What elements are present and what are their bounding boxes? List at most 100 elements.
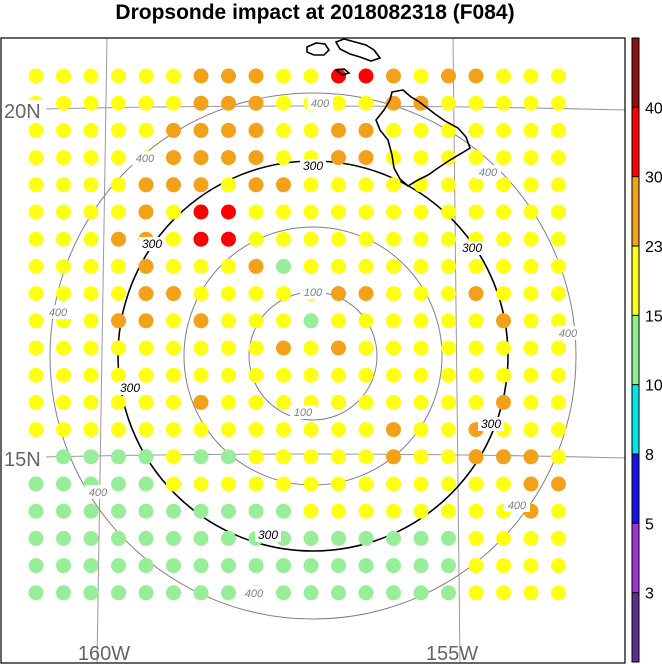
impact-dot [56,558,71,574]
impact-dot [551,476,566,492]
impact-dot [28,394,44,410]
impact-dot [386,530,401,546]
impact-dot [358,394,374,410]
impact-dot [248,313,264,329]
impact-dot [413,367,429,383]
impact-dot [496,530,511,546]
impact-dot [166,503,181,519]
impact-dot [441,313,456,329]
impact-dot [331,530,346,546]
impact-dot [358,503,374,519]
impact-dot [138,122,154,138]
colorbar-label-5: 5 [645,516,654,533]
impact-dot [111,340,126,356]
impact-dot [551,422,566,438]
colorbar-label-3: 3 [645,586,654,603]
impact-dot [248,177,264,193]
impact-dot [468,449,484,465]
impact-dot [276,150,291,166]
impact-dot [221,449,236,465]
colorbar-frame [631,37,640,663]
impact-dot [331,313,346,329]
impact-dot [468,367,484,383]
impact-dot [111,231,126,247]
impact-dot [358,68,374,84]
impact-dot [193,177,209,193]
impact-dot [166,258,181,274]
ring-label-bg [45,305,71,319]
impact-dot [28,476,44,492]
impact-dot [28,68,44,84]
impact-dot [83,585,99,601]
impact-dot [276,204,291,220]
impact-dot [56,585,71,601]
impact-dot [138,204,154,220]
colorbar-segment [632,523,639,593]
impact-dot [331,422,346,438]
impact-dot [441,422,456,438]
impact-dot [496,286,511,302]
impact-dot [441,449,456,465]
impact-dot [56,394,71,410]
impact-dot [276,367,291,383]
lat-label-20n: 20N [4,101,41,123]
impact-dot [166,95,181,111]
impact-dot [111,476,126,492]
impact-dot [28,558,44,574]
impact-dot [441,585,456,601]
impact-dot [441,122,456,138]
impact-dot [468,394,484,410]
impact-dot [111,150,126,166]
impact-dot [138,394,154,410]
impact-dot [111,422,126,438]
impact-dot [441,204,456,220]
impact-dot [496,258,511,274]
impact-dot [221,530,236,546]
impact-dot [166,286,181,302]
impact-dot [56,95,71,111]
impact-dot [386,449,401,465]
ring-label-bg [307,96,333,110]
impact-dot [276,394,291,410]
impact-dot [138,68,154,84]
impact-dot [468,258,484,274]
impact-dot [468,286,484,302]
impact-dot [386,286,401,302]
impact-dot [468,177,484,193]
impact-dot [358,150,374,166]
colorbar-label-30: 30 [645,170,662,187]
impact-dot [358,530,374,546]
impact-dot [358,177,374,193]
ring-label-400: 400 [136,153,155,165]
impact-dot [551,150,566,166]
impact-dot [138,422,154,438]
ring-label-300: 300 [142,237,162,251]
lon-label-160w: 160W [78,643,130,664]
impact-dot [523,394,539,410]
impact-dot [496,231,511,247]
impact-dot [83,530,99,546]
ring-label-bg [117,381,143,395]
impact-dot [111,204,126,220]
impact-dot [468,122,484,138]
impact-dot [56,340,71,356]
impact-dot [496,367,511,383]
ring-label-bg [478,417,504,431]
impact-dot [28,530,44,546]
impact-dot [441,95,456,111]
impact-dot [468,530,484,546]
impact-dot [56,367,71,383]
impact-dot [468,95,484,111]
ring-label-400: 400 [311,98,330,110]
impact-dot [56,122,71,138]
impact-dot [28,204,44,220]
impact-dot [331,449,346,465]
impact-dot [331,150,346,166]
big-island-outline [375,89,471,187]
impact-dot [166,177,181,193]
impact-dot [83,313,99,329]
colorbar-segment [632,384,639,454]
ring-label-bg [459,241,485,255]
impact-dot [276,68,291,84]
impact-dot [413,258,429,274]
